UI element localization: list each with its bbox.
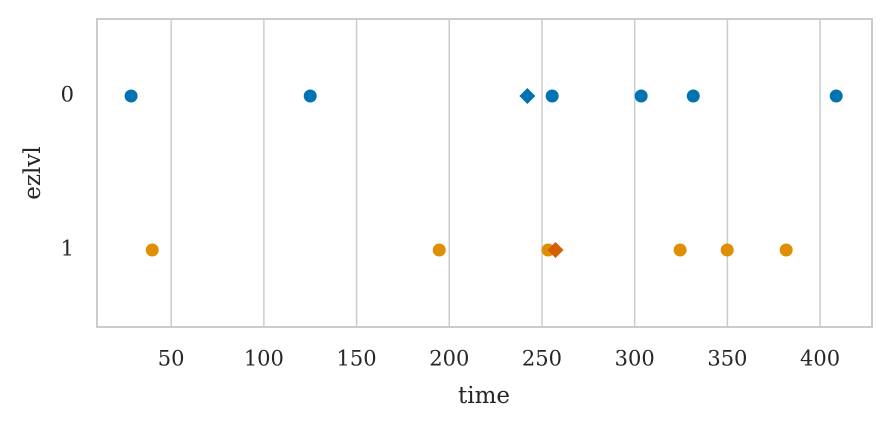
x-tick-label: 200 bbox=[429, 347, 469, 371]
data-point bbox=[303, 89, 317, 103]
x-tick-label: 250 bbox=[522, 347, 562, 371]
mean-marker bbox=[547, 242, 564, 258]
y-axis-label: ezlvl bbox=[20, 146, 46, 199]
x-tick-label: 400 bbox=[800, 347, 840, 371]
data-point bbox=[432, 243, 446, 257]
data-point bbox=[829, 89, 843, 103]
data-point bbox=[673, 243, 687, 257]
data-point bbox=[686, 89, 700, 103]
x-tick-label: 300 bbox=[615, 347, 655, 371]
y-tick-label: 0 bbox=[61, 83, 74, 107]
data-point bbox=[124, 89, 138, 103]
plot-frame bbox=[96, 18, 873, 328]
data-point bbox=[720, 243, 734, 257]
x-tick-label: 100 bbox=[244, 347, 284, 371]
x-tick-label: 150 bbox=[337, 347, 377, 371]
data-point bbox=[634, 89, 648, 103]
x-tick-label: 50 bbox=[158, 347, 185, 371]
data-point bbox=[145, 243, 159, 257]
x-tick-label: 350 bbox=[707, 347, 747, 371]
data-point bbox=[545, 89, 559, 103]
x-axis-label: time bbox=[458, 383, 510, 409]
y-tick-label: 1 bbox=[61, 237, 74, 261]
mean-marker bbox=[519, 88, 536, 104]
data-point bbox=[779, 243, 793, 257]
